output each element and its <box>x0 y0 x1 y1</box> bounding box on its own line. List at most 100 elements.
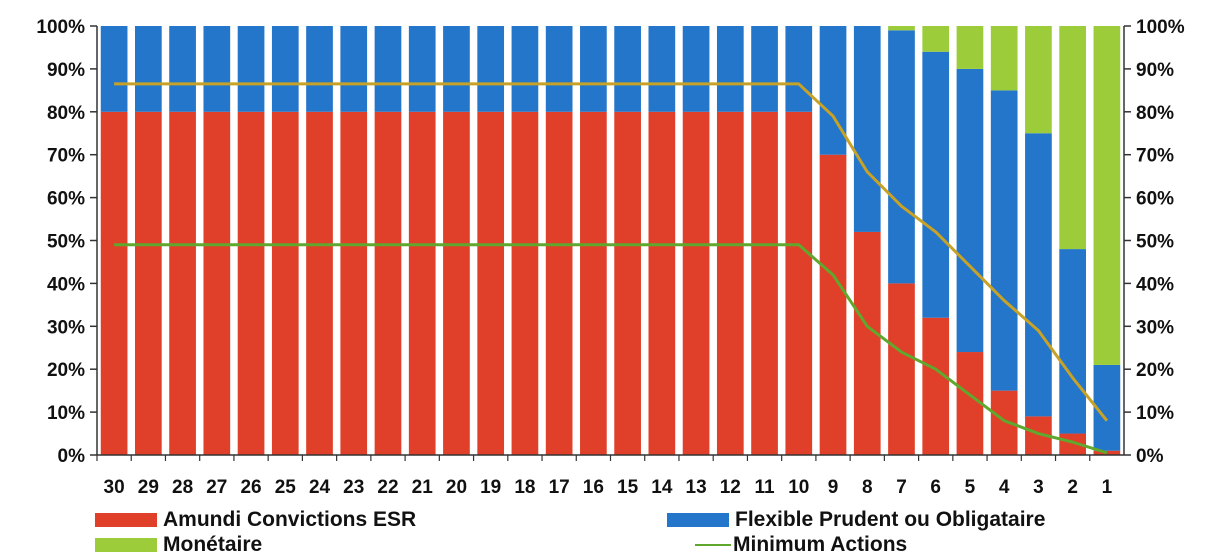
bar-2-series-2 <box>1059 26 1086 250</box>
bar-25-series-1 <box>271 26 299 112</box>
x-tick-label-15: 15 <box>617 477 639 498</box>
bar-4-series-2 <box>990 26 1018 91</box>
y-tick-label-left: 80% <box>47 103 85 124</box>
x-tick-label-7: 7 <box>896 477 907 498</box>
legend-swatch-1 <box>667 513 729 527</box>
bar-28-series-0 <box>169 111 196 456</box>
bar-19-series-1 <box>477 26 505 112</box>
bar-4-series-1 <box>990 90 1018 391</box>
bar-26-series-1 <box>237 26 265 112</box>
bar-21-series-0 <box>408 111 436 456</box>
y-tick-label-right: 20% <box>1136 360 1174 381</box>
x-tick-label-1: 1 <box>1102 477 1113 498</box>
bar-14-series-1 <box>648 26 676 112</box>
y-tick-label-right: 10% <box>1136 403 1174 424</box>
bar-27-series-1 <box>203 26 231 112</box>
x-tick-label-28: 28 <box>172 477 193 498</box>
x-tick-label-23: 23 <box>343 477 364 498</box>
bar-13-series-0 <box>682 111 710 456</box>
y-tick-label-right: 100% <box>1136 17 1185 38</box>
x-tick-label-30: 30 <box>104 477 125 498</box>
bar-18-series-1 <box>511 26 539 112</box>
y-tick-label-left: 50% <box>47 232 85 253</box>
x-tick-label-11: 11 <box>755 477 776 498</box>
bar-19-series-0 <box>477 111 505 456</box>
bar-12-series-0 <box>716 111 744 456</box>
bar-17-series-1 <box>545 26 573 112</box>
bar-5-series-1 <box>956 68 984 353</box>
axes: 0% 0% 10% 10% 20% 20% 30% 30% 40% 40% 50% 50% 60% 60%… <box>36 17 1184 498</box>
bar-8-series-0 <box>853 231 881 455</box>
bar-7-series-1 <box>888 30 915 284</box>
bar-11-series-1 <box>751 26 778 112</box>
bar-6-series-2 <box>922 26 950 52</box>
bar-20-series-1 <box>443 26 470 112</box>
y-tick-label-right: 40% <box>1136 274 1174 295</box>
y-tick-label-right: 0% <box>1136 446 1164 467</box>
y-tick-label-left: 10% <box>47 403 85 424</box>
x-tick-label-26: 26 <box>240 477 261 498</box>
bar-26-series-0 <box>237 111 265 456</box>
legend-item-1: Flexible Prudent ou Obligataire <box>667 508 1045 532</box>
x-tick-label-9: 9 <box>828 477 839 498</box>
bar-22-series-1 <box>374 26 402 112</box>
x-tick-label-25: 25 <box>275 477 297 498</box>
bar-28-series-1 <box>169 26 196 112</box>
x-tick-label-14: 14 <box>651 477 673 498</box>
y-tick-label-left: 30% <box>47 317 85 338</box>
x-tick-label-27: 27 <box>206 477 227 498</box>
y-tick-label-left: 60% <box>47 189 85 210</box>
y-tick-label-right: 80% <box>1136 103 1174 124</box>
bar-29-series-1 <box>135 26 162 112</box>
bar-30-series-1 <box>100 26 128 112</box>
bar-27-series-0 <box>203 111 231 456</box>
bars <box>100 26 1121 456</box>
bar-16-series-0 <box>580 111 607 456</box>
x-tick-label-6: 6 <box>930 477 941 498</box>
y-tick-label-left: 90% <box>47 60 85 81</box>
legend-label-3: Minimum Actions <box>733 533 908 556</box>
line-series-1 <box>114 243 1108 455</box>
x-tick-label-22: 22 <box>377 477 398 498</box>
bar-3-series-1 <box>1025 133 1052 417</box>
line-series-0 <box>114 82 1109 422</box>
bar-17-series-0 <box>545 111 573 456</box>
y-tick-label-left: 20% <box>47 360 85 381</box>
bar-23-series-1 <box>340 26 368 112</box>
legend-label-2: Monétaire <box>163 533 263 556</box>
y-tick-label-left: 0% <box>58 446 86 467</box>
y-tick-label-left: 40% <box>47 274 85 295</box>
bar-9-series-0 <box>819 154 847 455</box>
bar-24-series-1 <box>306 26 333 112</box>
x-tick-label-16: 16 <box>583 477 604 498</box>
legend-swatch-2 <box>95 538 157 552</box>
y-tick-label-right: 30% <box>1136 317 1174 338</box>
bar-5-series-2 <box>956 26 984 69</box>
bar-13-series-1 <box>682 26 710 112</box>
bar-16-series-1 <box>580 26 607 112</box>
x-tick-label-2: 2 <box>1067 477 1078 498</box>
bar-10-series-0 <box>785 111 813 456</box>
x-tick-label-24: 24 <box>309 477 331 498</box>
bar-15-series-1 <box>614 26 641 112</box>
bar-1-series-2 <box>1093 26 1121 365</box>
y-tick-label-right: 70% <box>1136 146 1174 167</box>
bar-22-series-0 <box>374 111 402 456</box>
x-tick-label-29: 29 <box>138 477 159 498</box>
bar-29-series-0 <box>135 111 162 456</box>
bar-20-series-0 <box>443 111 470 456</box>
legend-item-3: Minimum Actions <box>695 533 907 557</box>
bar-12-series-1 <box>716 26 744 112</box>
bar-6-series-0 <box>922 317 950 455</box>
bar-24-series-0 <box>306 111 333 456</box>
bar-9-series-1 <box>819 26 847 155</box>
y-tick-label-right: 60% <box>1136 189 1174 210</box>
bar-7-series-0 <box>888 283 915 455</box>
bar-18-series-0 <box>511 111 539 456</box>
lines <box>114 82 1109 455</box>
x-tick-label-8: 8 <box>862 477 873 498</box>
x-tick-label-13: 13 <box>686 477 707 498</box>
x-tick-label-19: 19 <box>480 477 501 498</box>
bar-25-series-0 <box>271 111 299 456</box>
